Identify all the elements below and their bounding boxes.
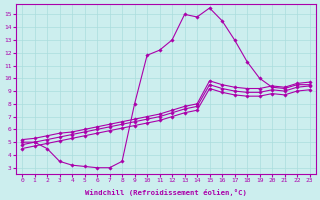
X-axis label: Windchill (Refroidissement éolien,°C): Windchill (Refroidissement éolien,°C) [85, 189, 247, 196]
